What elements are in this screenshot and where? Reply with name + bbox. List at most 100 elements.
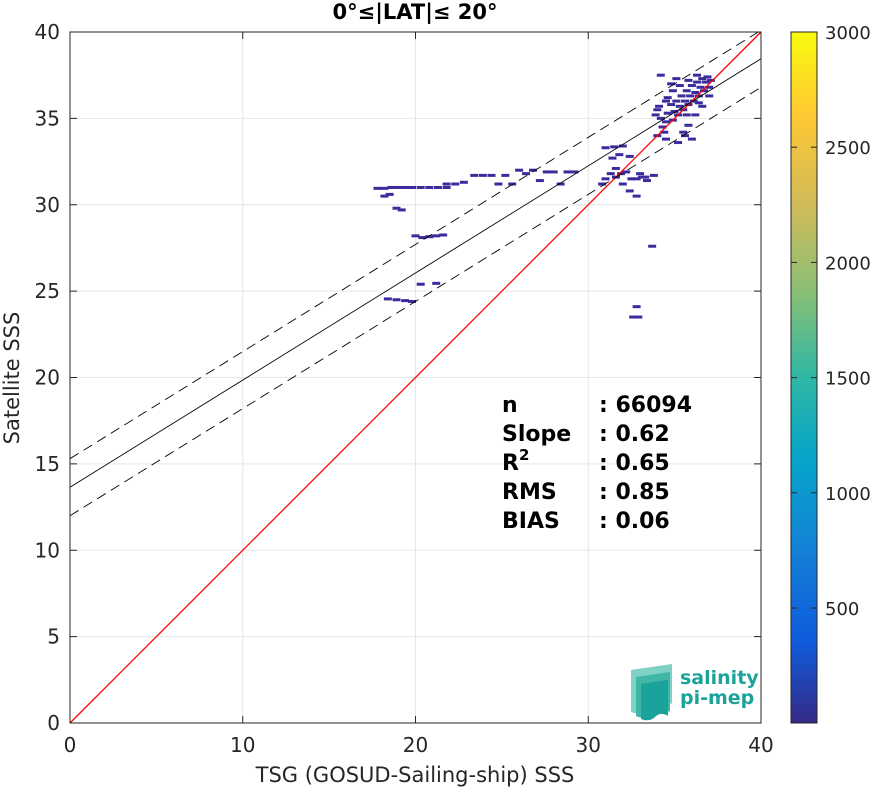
density-cell [694, 101, 703, 105]
density-cell [439, 233, 448, 237]
density-cell [667, 103, 676, 107]
y-tick-label: 25 [35, 279, 60, 303]
density-cell [661, 120, 670, 124]
density-cell [606, 172, 615, 176]
density-cell [636, 172, 645, 176]
stat-label: RMS [502, 480, 557, 505]
density-cell [442, 182, 451, 186]
logo-line-2: pi-mep [680, 687, 754, 709]
y-tick-label: 0 [47, 711, 60, 735]
density-cell [522, 172, 531, 176]
stat-value: : 66094 [599, 393, 692, 418]
salinity-pi-mep-logo: salinity pi-mep [631, 664, 759, 721]
y-tick-label: 10 [35, 538, 60, 562]
density-cell [698, 77, 707, 81]
density-cell [494, 182, 503, 186]
density-cell [661, 99, 670, 103]
regression-line-fit [69, 58, 762, 488]
density-cell [693, 73, 702, 77]
density-cell [703, 75, 712, 79]
density-cell [416, 185, 425, 189]
density-cell [667, 82, 676, 86]
density-cell [642, 179, 651, 183]
density-cell [408, 299, 417, 303]
density-cell [684, 123, 693, 127]
density-cell [618, 144, 627, 148]
density-cell [556, 182, 565, 186]
y-tick-label: 15 [35, 452, 60, 476]
density-cell [680, 99, 689, 103]
density-cell [661, 137, 670, 141]
density-cell [618, 182, 627, 186]
density-cell [515, 168, 524, 172]
regression-lines [69, 29, 762, 724]
stat-value: : 0.85 [599, 480, 670, 505]
density-cell [675, 104, 684, 108]
density-cell [549, 170, 558, 174]
density-cell [649, 173, 658, 177]
density-cell [660, 130, 669, 134]
density-cell [451, 182, 460, 186]
density-cell [432, 281, 441, 285]
density-cell [634, 315, 643, 319]
density-cell [706, 78, 715, 82]
density-cell [705, 85, 714, 89]
stat-value: : 0.62 [599, 422, 670, 447]
density-cell [411, 234, 420, 238]
density-cell [380, 186, 389, 190]
colorbar-tick-label: 2500 [825, 138, 871, 159]
density-cell [656, 116, 665, 120]
density-cell [691, 113, 700, 117]
colorbar-tick-label: 3000 [825, 23, 871, 44]
x-tick-label: 30 [576, 733, 601, 757]
density-cell [674, 141, 683, 145]
density-cell [687, 137, 696, 141]
density-cell [663, 96, 672, 100]
density-cell [675, 84, 684, 88]
density-cell [392, 206, 401, 210]
density-cell [598, 182, 607, 186]
x-axis-label: TSG (GOSUD-Sailing-ship) SSS [255, 763, 575, 787]
stat-label: n [502, 393, 518, 418]
density-cell [658, 125, 667, 129]
density-cell [478, 173, 487, 177]
regression-line-fit-rms [69, 86, 762, 517]
density-cell [625, 189, 634, 193]
y-tick-label: 40 [35, 20, 60, 44]
density-cell [408, 185, 417, 189]
density-cell [699, 89, 708, 93]
density-cell [459, 180, 468, 184]
density-cell [570, 170, 579, 174]
colorbar-ticks: 500 1000 1500 2000 2500 3000 [791, 23, 871, 620]
density-cell [689, 99, 698, 103]
density-cell [387, 185, 396, 189]
density-cell [392, 298, 401, 302]
density-cell [470, 173, 479, 177]
density-cell [622, 170, 631, 174]
density-cell [383, 297, 392, 301]
y-tick-label: 35 [35, 106, 60, 130]
density-cell [432, 234, 441, 238]
colorbar-tick-label: 2000 [825, 253, 871, 274]
density-cell [528, 168, 537, 172]
density-cell [542, 170, 551, 174]
x-tick-label: 40 [748, 733, 773, 757]
y-tick-label: 20 [35, 366, 60, 390]
density-cell [648, 244, 657, 248]
density-cell [679, 130, 688, 134]
density-cell [487, 173, 496, 177]
density-cell [686, 94, 695, 98]
density-cell [693, 80, 702, 84]
density-cell [401, 299, 410, 303]
y-axis: 0 5 10 15 20 25 30 35 40 [35, 20, 761, 735]
density-cell [373, 186, 382, 190]
density-cell [680, 134, 689, 138]
density-cell [672, 99, 681, 103]
density-cell [670, 109, 679, 113]
density-cell [401, 185, 410, 189]
density-cell [641, 175, 650, 179]
regression-line-1-1 [69, 31, 762, 724]
y-axis-label: Satellite SSS [0, 312, 24, 445]
